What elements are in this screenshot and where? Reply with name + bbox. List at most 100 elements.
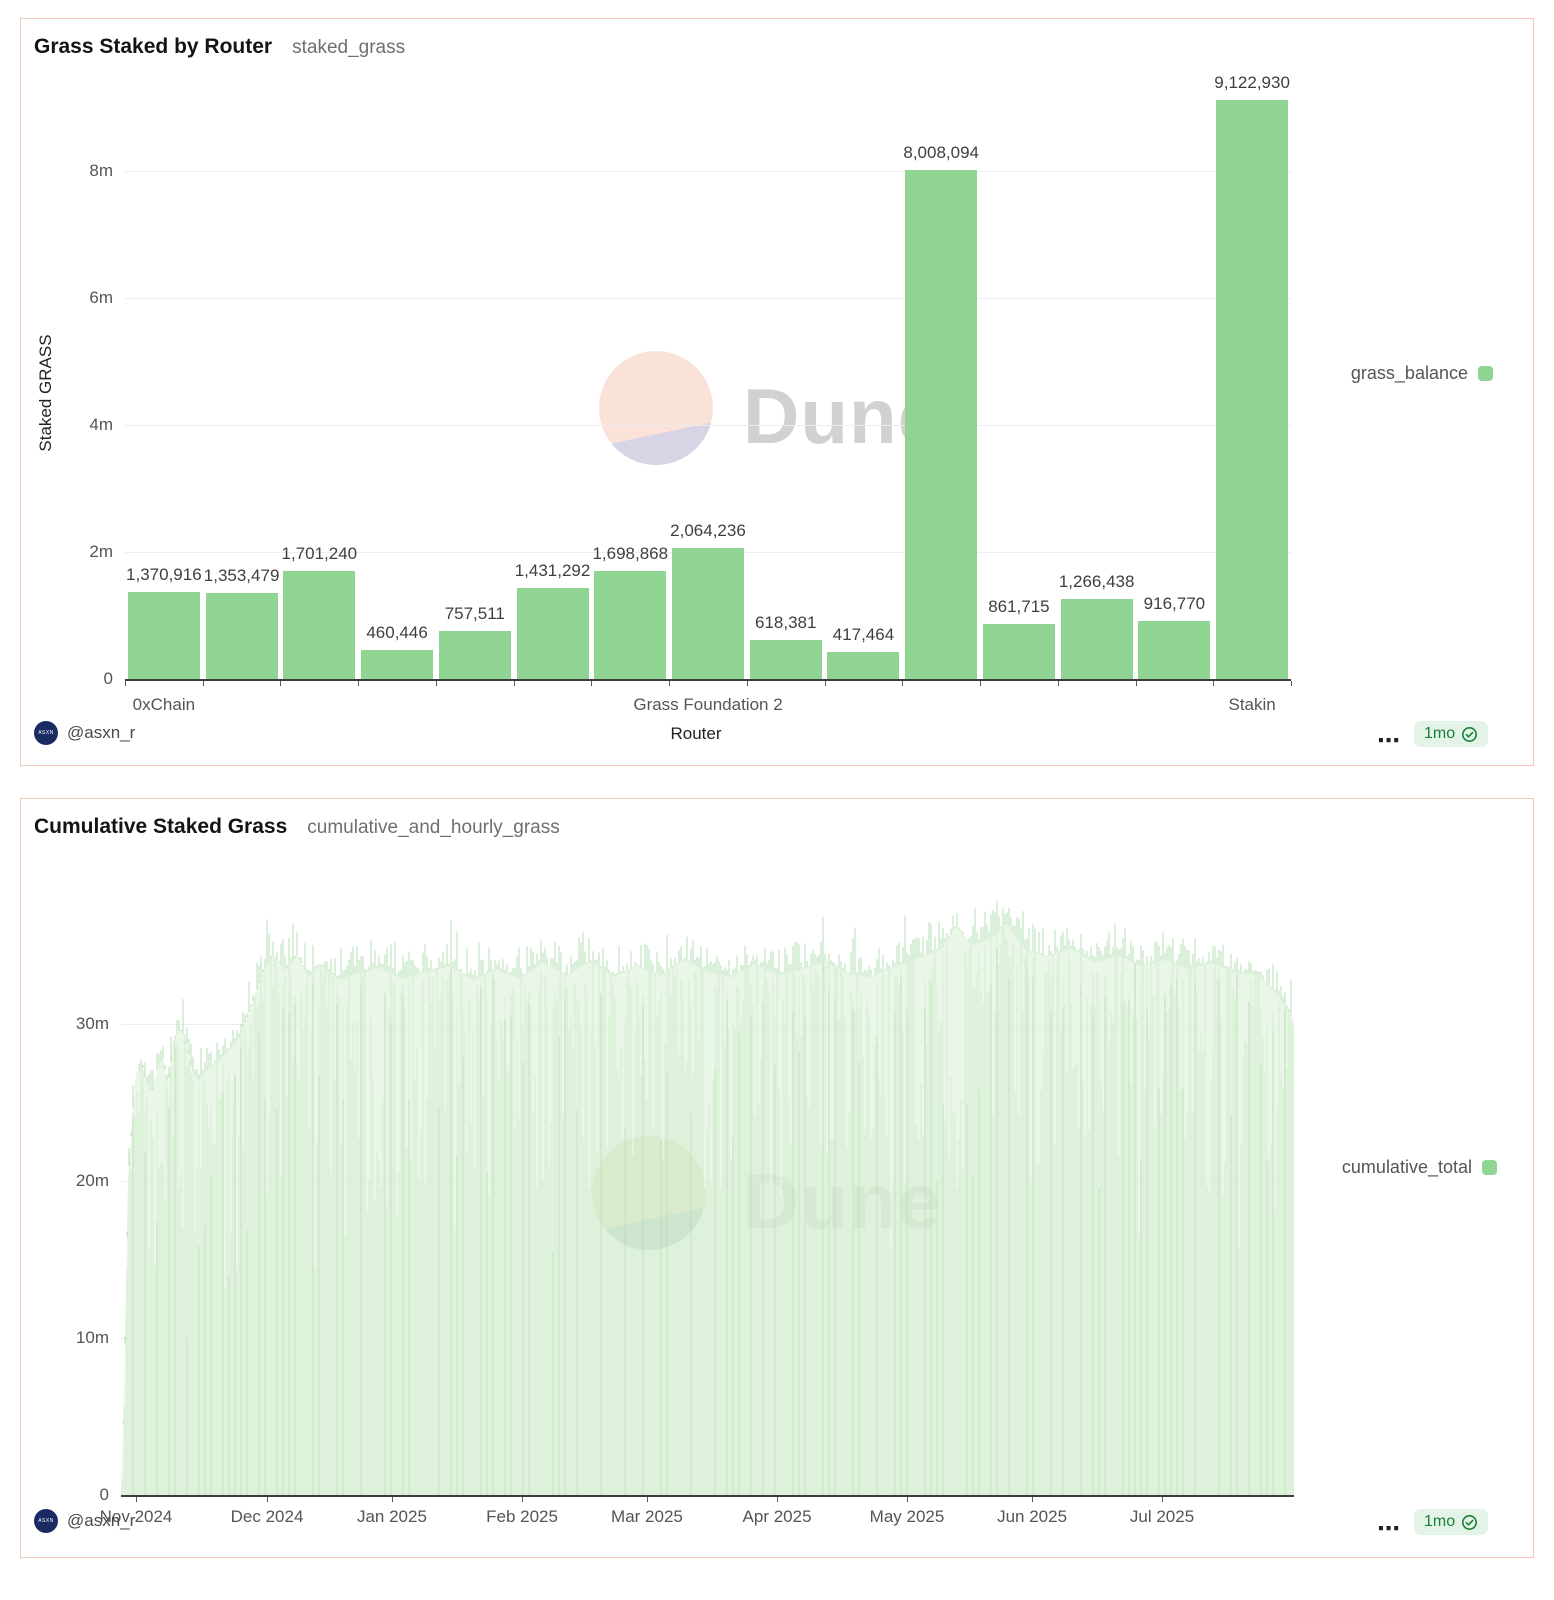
x-axis-tickmark: [202, 681, 204, 686]
x-axis-tickmark: [1057, 681, 1059, 686]
x-category-label: 0xChain: [132, 695, 196, 714]
chart-header: Cumulative Staked Grass cumulative_and_h…: [34, 815, 560, 839]
x-axis-tickmark: [513, 681, 515, 686]
bar-value-label: 1,266,438: [1058, 571, 1135, 591]
chart-title[interactable]: Grass Staked by Router: [34, 35, 273, 58]
bar-value-label: 8,008,094: [903, 143, 979, 163]
area-chart-plot-area: 0 10m 20m 30m Nov 2024 Dec 2024 Jan 2025 Feb 20…: [21, 799, 1533, 1557]
card-grass-staked-by-router: Grass Staked by Router staked_grass Dune…: [20, 18, 1534, 766]
x-category-label: Grass Foundation 2: [633, 695, 783, 714]
y-tick-label: 2m: [89, 542, 113, 561]
refresh-age-badge[interactable]: 1mo: [1414, 1509, 1489, 1535]
bar[interactable]: [672, 547, 744, 679]
x-axis-tickmark: [1135, 681, 1137, 686]
y-gridline: [125, 171, 1291, 172]
x-axis-tickmark: [1291, 681, 1292, 686]
bar-value-label: 1,701,240: [281, 543, 358, 563]
x-axis-tickmark: [267, 1497, 269, 1502]
refresh-age-badge[interactable]: 1mo: [1414, 721, 1489, 747]
x-tick-label: Apr 2025: [742, 1507, 812, 1526]
author-handle[interactable]: @asxn_r: [67, 1511, 136, 1530]
legend-cumulative-total[interactable]: cumulative_total: [1342, 1157, 1497, 1178]
x-axis-tickmark: [980, 681, 982, 686]
x-axis-tickmark: [902, 681, 904, 686]
bar[interactable]: [1216, 99, 1289, 679]
x-axis-tickmark: [1213, 681, 1215, 686]
x-axis-tickmark: [280, 681, 282, 686]
y-tick-label: 30m: [75, 1013, 109, 1033]
dune-logo-watermark-icon: [599, 351, 713, 465]
author-attribution[interactable]: ASXN @asxn_r: [34, 1509, 135, 1533]
bar-value-label: 916,770: [1143, 593, 1206, 613]
x-axis-tickmark: [358, 681, 360, 686]
bar-value-label: 2,064,236: [670, 520, 746, 540]
bar-value-label: 757,511: [444, 603, 505, 623]
bar-value-label: 1,370,916: [126, 564, 202, 584]
bar[interactable]: [827, 652, 900, 679]
bar[interactable]: [283, 570, 356, 679]
card-menu-button[interactable]: ⋯: [1377, 727, 1401, 753]
legend-grass-balance[interactable]: grass_balance: [1351, 363, 1493, 384]
x-axis-title: Router: [670, 724, 722, 743]
x-tick-label: Mar 2025: [611, 1507, 683, 1526]
x-tick-label: Jun 2025: [997, 1507, 1068, 1526]
bar[interactable]: [982, 624, 1055, 679]
bar[interactable]: [749, 639, 822, 679]
bar[interactable]: [127, 591, 200, 679]
bar[interactable]: [594, 571, 667, 679]
author-avatar[interactable]: ASXN: [34, 721, 58, 745]
y-gridline: [125, 298, 1291, 299]
y-tick-label: 0: [99, 1485, 109, 1504]
x-axis-tickmark: [125, 681, 126, 686]
card-menu-button[interactable]: ⋯: [1377, 1515, 1401, 1541]
x-axis-tickmark: [824, 681, 826, 686]
author-avatar[interactable]: ASXN: [34, 1509, 58, 1533]
card-cumulative-staked-grass: Cumulative Staked Grass cumulative_and_h…: [20, 798, 1534, 1558]
verified-check-icon: [1462, 726, 1478, 742]
bar-value-label: 1,431,292: [514, 561, 591, 581]
query-name-link[interactable]: cumulative_and_hourly_grass: [307, 817, 560, 838]
bar[interactable]: [905, 170, 978, 679]
bar[interactable]: [1138, 620, 1211, 679]
bar[interactable]: [1060, 598, 1133, 679]
bar[interactable]: [205, 593, 278, 679]
x-axis-tickmark: [435, 681, 437, 686]
x-axis-line: [125, 679, 1291, 681]
bar-value-label: 1,698,868: [592, 544, 669, 564]
author-handle[interactable]: @asxn_r: [67, 723, 136, 742]
x-tick-label: Jan 2025: [356, 1507, 427, 1526]
x-tick-label: Feb 2025: [486, 1507, 558, 1526]
verified-check-icon: [1462, 1514, 1478, 1530]
y-tick-label: 4m: [89, 415, 113, 434]
x-axis-tickmark: [1032, 1497, 1034, 1502]
badge-label: 1mo: [1424, 1513, 1456, 1530]
y-tick-label: 20m: [75, 1170, 109, 1190]
bar[interactable]: [516, 588, 589, 679]
legend-label: cumulative_total: [1341, 1157, 1472, 1177]
bar[interactable]: [361, 649, 434, 679]
bar-value-label: 1,353,479: [203, 566, 280, 586]
query-name-link[interactable]: staked_grass: [292, 37, 406, 58]
area-path: [132, 931, 1286, 1495]
legend-label: grass_balance: [1350, 363, 1468, 383]
bar-chart-plot-area: 0 2m 4m 6m 8m 1,370,916 0xChain 1,353,479 1,701,…: [21, 19, 1533, 765]
legend-swatch-icon: [1482, 1160, 1497, 1175]
area-path: [121, 922, 1294, 1495]
x-axis-line: [121, 1495, 1294, 1497]
bar-value-label: 460,446: [366, 622, 428, 642]
area-path: [122, 924, 1294, 1480]
cumulative-area-series[interactable]: [121, 884, 1294, 1495]
x-axis-tickmark: [777, 1497, 779, 1502]
x-category-label: Stakin: [1228, 695, 1276, 714]
x-axis-tickmark: [522, 1497, 524, 1502]
x-tick-label: Dec 2024: [230, 1507, 304, 1526]
chart-title[interactable]: Cumulative Staked Grass: [34, 815, 288, 838]
chart-header: Grass Staked by Router staked_grass: [34, 35, 405, 59]
x-axis-tickmark: [669, 681, 671, 686]
x-tick-label: Nov 2024: [99, 1507, 173, 1526]
area-path: [122, 900, 1294, 1424]
bar[interactable]: [438, 630, 511, 679]
author-attribution[interactable]: ASXN @asxn_r: [34, 721, 135, 745]
x-axis-tickmark: [391, 1497, 393, 1502]
x-tick-label: May 2025: [869, 1507, 945, 1526]
